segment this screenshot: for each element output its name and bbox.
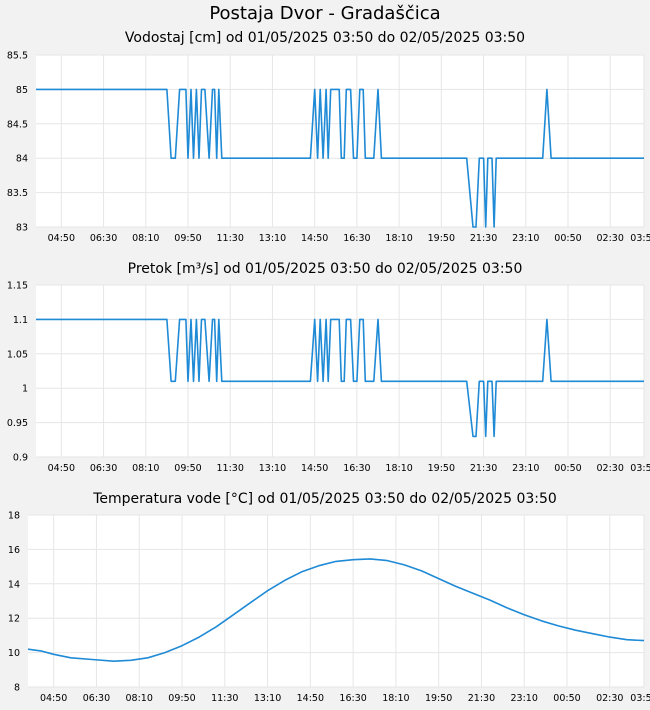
x-tick-label: 02:30: [597, 463, 624, 474]
x-tick-label: 00:50: [554, 463, 581, 474]
y-tick-label: 1.05: [7, 349, 28, 360]
x-tick-label: 08:10: [132, 233, 159, 244]
series-line: [27, 558, 645, 662]
y-tick-label: 1.1: [13, 315, 28, 326]
y-tick-label: 10: [8, 648, 20, 659]
y-tick-label: 0.9: [13, 453, 28, 464]
y-tick-label: 83.5: [7, 188, 28, 199]
y-tick-label: 84: [16, 154, 28, 165]
y-tick-label: 83: [16, 223, 28, 234]
x-tick-label: 14:50: [301, 463, 328, 474]
series-line: [36, 318, 644, 438]
page-title: Postaja Dvor - Gradaščica: [209, 3, 441, 24]
x-tick-label: 21:30: [470, 233, 497, 244]
x-tick-label: 16:30: [343, 233, 370, 244]
y-tick-label: 1: [22, 384, 28, 395]
y-tick-label: 16: [8, 545, 20, 556]
x-tick-label: 11:30: [217, 463, 244, 474]
x-tick-label: 13:10: [254, 693, 281, 704]
x-tick-label: 09:50: [174, 233, 201, 244]
x-tick-label: 08:10: [126, 693, 153, 704]
x-tick-label: 04:50: [40, 693, 67, 704]
plot-area: [28, 515, 644, 687]
x-tick-label: 23:10: [512, 233, 539, 244]
plot-area: [36, 285, 644, 457]
x-tick-label: 18:10: [385, 233, 412, 244]
x-tick-label: 02:30: [597, 233, 624, 244]
x-tick-label: 06:30: [90, 463, 117, 474]
y-tick-label: 1.15: [7, 281, 28, 292]
y-tick-label: 14: [8, 579, 20, 590]
x-tick-label: 16:30: [343, 463, 370, 474]
x-tick-label: 13:10: [259, 463, 286, 474]
x-tick-label: 03:50: [630, 233, 650, 244]
y-tick-label: 84.5: [7, 119, 28, 130]
x-tick-label: 19:50: [428, 463, 455, 474]
x-tick-label: 21:30: [468, 693, 495, 704]
x-tick-label: 16:30: [339, 693, 366, 704]
chart-water-level: 83 83.5 84 84.5 85 85.5 04:50 06:30 08:10 09:50 11…: [7, 51, 650, 245]
x-tick-label: 23:10: [512, 463, 539, 474]
x-tick-label: 21:30: [470, 463, 497, 474]
x-tick-label: 14:50: [297, 693, 324, 704]
x-tick-label: 19:50: [428, 233, 455, 244]
y-tick-label: 12: [8, 614, 20, 625]
chart-water-temperature: 8 10 12 14 16 18 04:50 06:30 08:10 09:50 11:30 13:1…: [8, 511, 650, 705]
chart-discharge: 0.9 0.95 1 1.05 1.1 1.15 04:50 06:30 08:10 09:50 1…: [7, 281, 650, 475]
x-tick-label: 11:30: [211, 693, 238, 704]
x-tick-label: 13:10: [259, 233, 286, 244]
x-tick-label: 03:50: [630, 463, 650, 474]
x-tick-label: 18:10: [382, 693, 409, 704]
x-tick-label: 03:50: [630, 693, 650, 704]
series-line: [36, 88, 644, 228]
x-tick-label: 18:10: [385, 463, 412, 474]
x-tick-label: 08:10: [132, 463, 159, 474]
x-tick-label: 14:50: [301, 233, 328, 244]
x-tick-label: 06:30: [83, 693, 110, 704]
y-tick-label: 85.5: [7, 51, 28, 62]
x-tick-label: 00:50: [554, 233, 581, 244]
x-tick-label: 11:30: [217, 233, 244, 244]
x-tick-label: 19:50: [425, 693, 452, 704]
y-tick-label: 0.95: [7, 418, 28, 429]
x-tick-label: 06:30: [90, 233, 117, 244]
chart-title-discharge: Pretok [m³/s] od 01/05/2025 03:50 do 02/…: [127, 261, 523, 277]
y-tick-label: 8: [14, 683, 20, 694]
chart-title-water-temperature: Temperatura vode [°C] od 01/05/2025 03:5…: [93, 491, 557, 507]
chart-title-water-level: Vodostaj [cm] od 01/05/2025 03:50 do 02/…: [124, 30, 526, 46]
x-tick-label: 09:50: [174, 463, 201, 474]
x-tick-label: 04:50: [48, 463, 75, 474]
x-tick-label: 04:50: [48, 233, 75, 244]
y-tick-label: 85: [16, 85, 28, 96]
x-tick-label: 00:50: [553, 693, 580, 704]
x-tick-label: 23:10: [511, 693, 538, 704]
y-tick-label: 18: [8, 511, 20, 522]
x-tick-label: 02:30: [596, 693, 623, 704]
x-tick-label: 09:50: [168, 693, 195, 704]
